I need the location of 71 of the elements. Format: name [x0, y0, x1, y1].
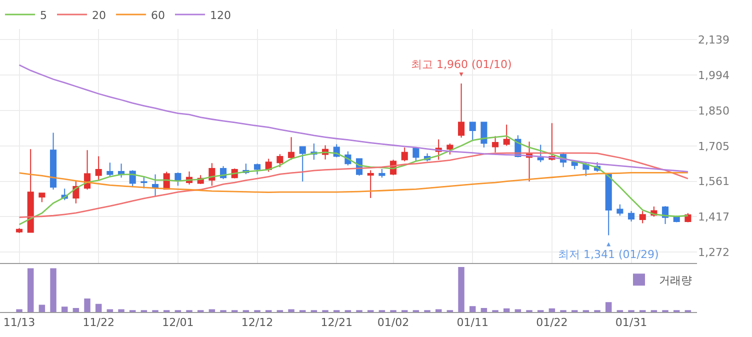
x-tick-label: 12/01 — [162, 316, 194, 330]
bar — [72, 308, 80, 312]
bar — [514, 309, 522, 312]
y-tick-label: 1,417 — [698, 210, 730, 224]
candlestick — [276, 154, 284, 168]
candlestick — [480, 122, 488, 148]
candlestick — [401, 146, 408, 162]
candlestick — [16, 228, 23, 234]
bar — [548, 308, 556, 312]
bar — [95, 304, 102, 312]
candlestick — [412, 148, 420, 162]
candlestick — [288, 136, 295, 160]
bar — [605, 302, 612, 312]
legend-label: 20 — [92, 8, 106, 22]
bar — [38, 304, 46, 312]
candlestick — [628, 210, 635, 222]
candlestick — [299, 146, 306, 182]
annotation: 최고 1,960 (01/10) — [411, 58, 512, 71]
bar — [118, 309, 124, 312]
line-series — [18, 172, 689, 194]
x-tick-label: 12/21 — [320, 316, 352, 330]
candlestick — [378, 168, 386, 178]
line-series — [18, 135, 689, 226]
x-tick-label: 01/02 — [377, 316, 410, 330]
bar — [16, 309, 22, 312]
x-tick-label: 01/22 — [536, 316, 568, 330]
legend-label: 5 — [40, 8, 47, 22]
candlestick — [84, 150, 91, 190]
y-tick-label: 1,705 — [698, 140, 730, 153]
bar — [480, 308, 488, 312]
x-tick-label: 01/11 — [456, 316, 488, 330]
annotation: 최저 1,341 (01/29) — [558, 248, 659, 261]
bar — [503, 308, 510, 312]
candlestick — [537, 144, 544, 163]
bar — [84, 298, 90, 312]
candlestick — [38, 192, 46, 203]
legend-label: 120 — [210, 8, 231, 22]
x-tick-label: 11/22 — [82, 316, 114, 330]
bar — [208, 309, 216, 312]
legend-label: 60 — [151, 8, 165, 22]
y-tick-label: 1,561 — [698, 175, 730, 188]
bar — [61, 306, 68, 312]
candlestick — [503, 124, 510, 146]
candlestick — [639, 210, 646, 224]
x-tick-label: 12/12 — [241, 316, 274, 330]
candlestick — [106, 162, 114, 178]
y-tick-label: 1,850 — [698, 104, 730, 118]
bar — [435, 309, 442, 312]
bar — [469, 306, 476, 312]
bar — [458, 266, 464, 312]
line-series — [18, 152, 689, 218]
candlestick — [616, 204, 624, 216]
candlestick — [50, 132, 57, 190]
candlestick — [469, 122, 476, 142]
y-tick-label: 1,272 — [698, 246, 730, 260]
bar — [27, 268, 34, 312]
y-tick-label: 1,994 — [698, 68, 730, 82]
candlestick — [152, 174, 159, 197]
bar — [106, 309, 114, 312]
candlestick — [27, 148, 34, 233]
candlestick — [367, 170, 374, 198]
candlestick — [492, 136, 499, 153]
candlestick — [140, 176, 148, 189]
x-tick-label: 01/31 — [615, 316, 648, 330]
bar — [50, 268, 56, 312]
bar — [288, 309, 294, 312]
x-tick-label: 11/13 — [3, 316, 36, 330]
y-tick-label: 2,139 — [698, 33, 730, 46]
candlestick — [254, 163, 261, 175]
candlestick — [95, 156, 102, 182]
legend-label: 거래량 — [659, 274, 692, 287]
